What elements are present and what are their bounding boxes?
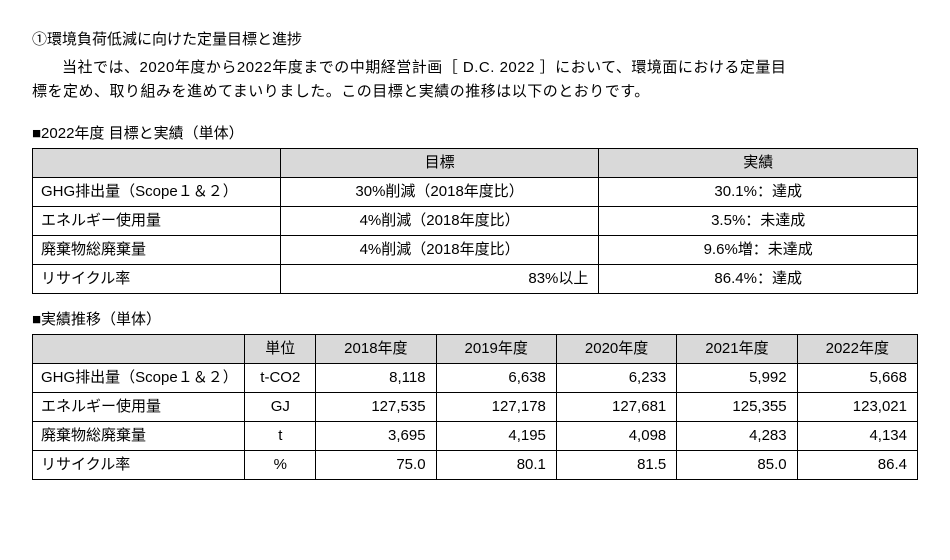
cell-actual: 30.1%：達成 xyxy=(599,178,918,207)
cell-value: 4,134 xyxy=(797,422,917,451)
cell-value: 6,233 xyxy=(556,364,676,393)
cell-value: 8,118 xyxy=(316,364,436,393)
table-row: GHG排出量（Scope１＆２） 30%削減（2018年度比） 30.1%：達成 xyxy=(33,178,918,207)
intro-line-1: 当社では、2020年度から2022年度までの中期経営計画［ D.C. 2022 … xyxy=(62,59,786,76)
header-actual: 実績 xyxy=(599,149,918,178)
header-year: 2022年度 xyxy=(797,335,917,364)
cell-target: 4%削減（2018年度比） xyxy=(280,207,599,236)
table-row: 単位 2018年度 2019年度 2020年度 2021年度 2022年度 xyxy=(33,335,918,364)
header-year: 2021年度 xyxy=(677,335,797,364)
header-year: 2020年度 xyxy=(556,335,676,364)
cell-value: 123,021 xyxy=(797,393,917,422)
row-label: 廃棄物総廃棄量 xyxy=(33,422,245,451)
intro-paragraph: 当社では、2020年度から2022年度までの中期経営計画［ D.C. 2022 … xyxy=(32,56,918,104)
cell-value: 127,681 xyxy=(556,393,676,422)
table-row: GHG排出量（Scope１＆２） t-CO2 8,118 6,638 6,233… xyxy=(33,364,918,393)
table-row: 廃棄物総廃棄量 4%削減（2018年度比） 9.6%増：未達成 xyxy=(33,236,918,265)
cell-value: 5,992 xyxy=(677,364,797,393)
table-row: エネルギー使用量 4%削減（2018年度比） 3.5%：未達成 xyxy=(33,207,918,236)
header-blank xyxy=(33,149,281,178)
cell-unit: % xyxy=(245,451,316,480)
table-row: 廃棄物総廃棄量 t 3,695 4,195 4,098 4,283 4,134 xyxy=(33,422,918,451)
cell-actual: 3.5%：未達成 xyxy=(599,207,918,236)
header-unit: 単位 xyxy=(245,335,316,364)
header-year: 2019年度 xyxy=(436,335,556,364)
cell-value: 125,355 xyxy=(677,393,797,422)
cell-value: 4,283 xyxy=(677,422,797,451)
row-label: GHG排出量（Scope１＆２） xyxy=(33,178,281,207)
table2-title: ■実績推移（単体） xyxy=(32,308,918,332)
cell-value: 6,638 xyxy=(436,364,556,393)
cell-actual: 9.6%増：未達成 xyxy=(599,236,918,265)
cell-value: 85.0 xyxy=(677,451,797,480)
trend-table: 単位 2018年度 2019年度 2020年度 2021年度 2022年度 GH… xyxy=(32,334,918,480)
cell-value: 86.4 xyxy=(797,451,917,480)
cell-unit: t-CO2 xyxy=(245,364,316,393)
cell-value: 127,178 xyxy=(436,393,556,422)
targets-actuals-table: 目標 実績 GHG排出量（Scope１＆２） 30%削減（2018年度比） 30… xyxy=(32,148,918,294)
cell-target: 83%以上 xyxy=(280,265,599,294)
cell-target: 4%削減（2018年度比） xyxy=(280,236,599,265)
intro-line-2: 標を定め、取り組みを進めてまいりました。この目標と実績の推移は以下のとおりです。 xyxy=(32,80,650,104)
row-label: GHG排出量（Scope１＆２） xyxy=(33,364,245,393)
table-row: リサイクル率 83%以上 86.4%：達成 xyxy=(33,265,918,294)
row-label: リサイクル率 xyxy=(33,265,281,294)
cell-unit: t xyxy=(245,422,316,451)
cell-actual: 86.4%：達成 xyxy=(599,265,918,294)
row-label: 廃棄物総廃棄量 xyxy=(33,236,281,265)
header-blank xyxy=(33,335,245,364)
cell-value: 81.5 xyxy=(556,451,676,480)
cell-value: 127,535 xyxy=(316,393,436,422)
row-label: エネルギー使用量 xyxy=(33,393,245,422)
section-heading: ①環境負荷低減に向けた定量目標と進捗 xyxy=(32,28,918,52)
cell-value: 4,098 xyxy=(556,422,676,451)
table-row: リサイクル率 % 75.0 80.1 81.5 85.0 86.4 xyxy=(33,451,918,480)
cell-target: 30%削減（2018年度比） xyxy=(280,178,599,207)
cell-value: 5,668 xyxy=(797,364,917,393)
row-label: エネルギー使用量 xyxy=(33,207,281,236)
cell-value: 80.1 xyxy=(436,451,556,480)
cell-value: 4,195 xyxy=(436,422,556,451)
header-year: 2018年度 xyxy=(316,335,436,364)
cell-unit: GJ xyxy=(245,393,316,422)
cell-value: 75.0 xyxy=(316,451,436,480)
cell-value: 3,695 xyxy=(316,422,436,451)
table-row: エネルギー使用量 GJ 127,535 127,178 127,681 125,… xyxy=(33,393,918,422)
table1-title: ■2022年度 目標と実績（単体） xyxy=(32,122,918,146)
header-target: 目標 xyxy=(280,149,599,178)
row-label: リサイクル率 xyxy=(33,451,245,480)
table-row: 目標 実績 xyxy=(33,149,918,178)
